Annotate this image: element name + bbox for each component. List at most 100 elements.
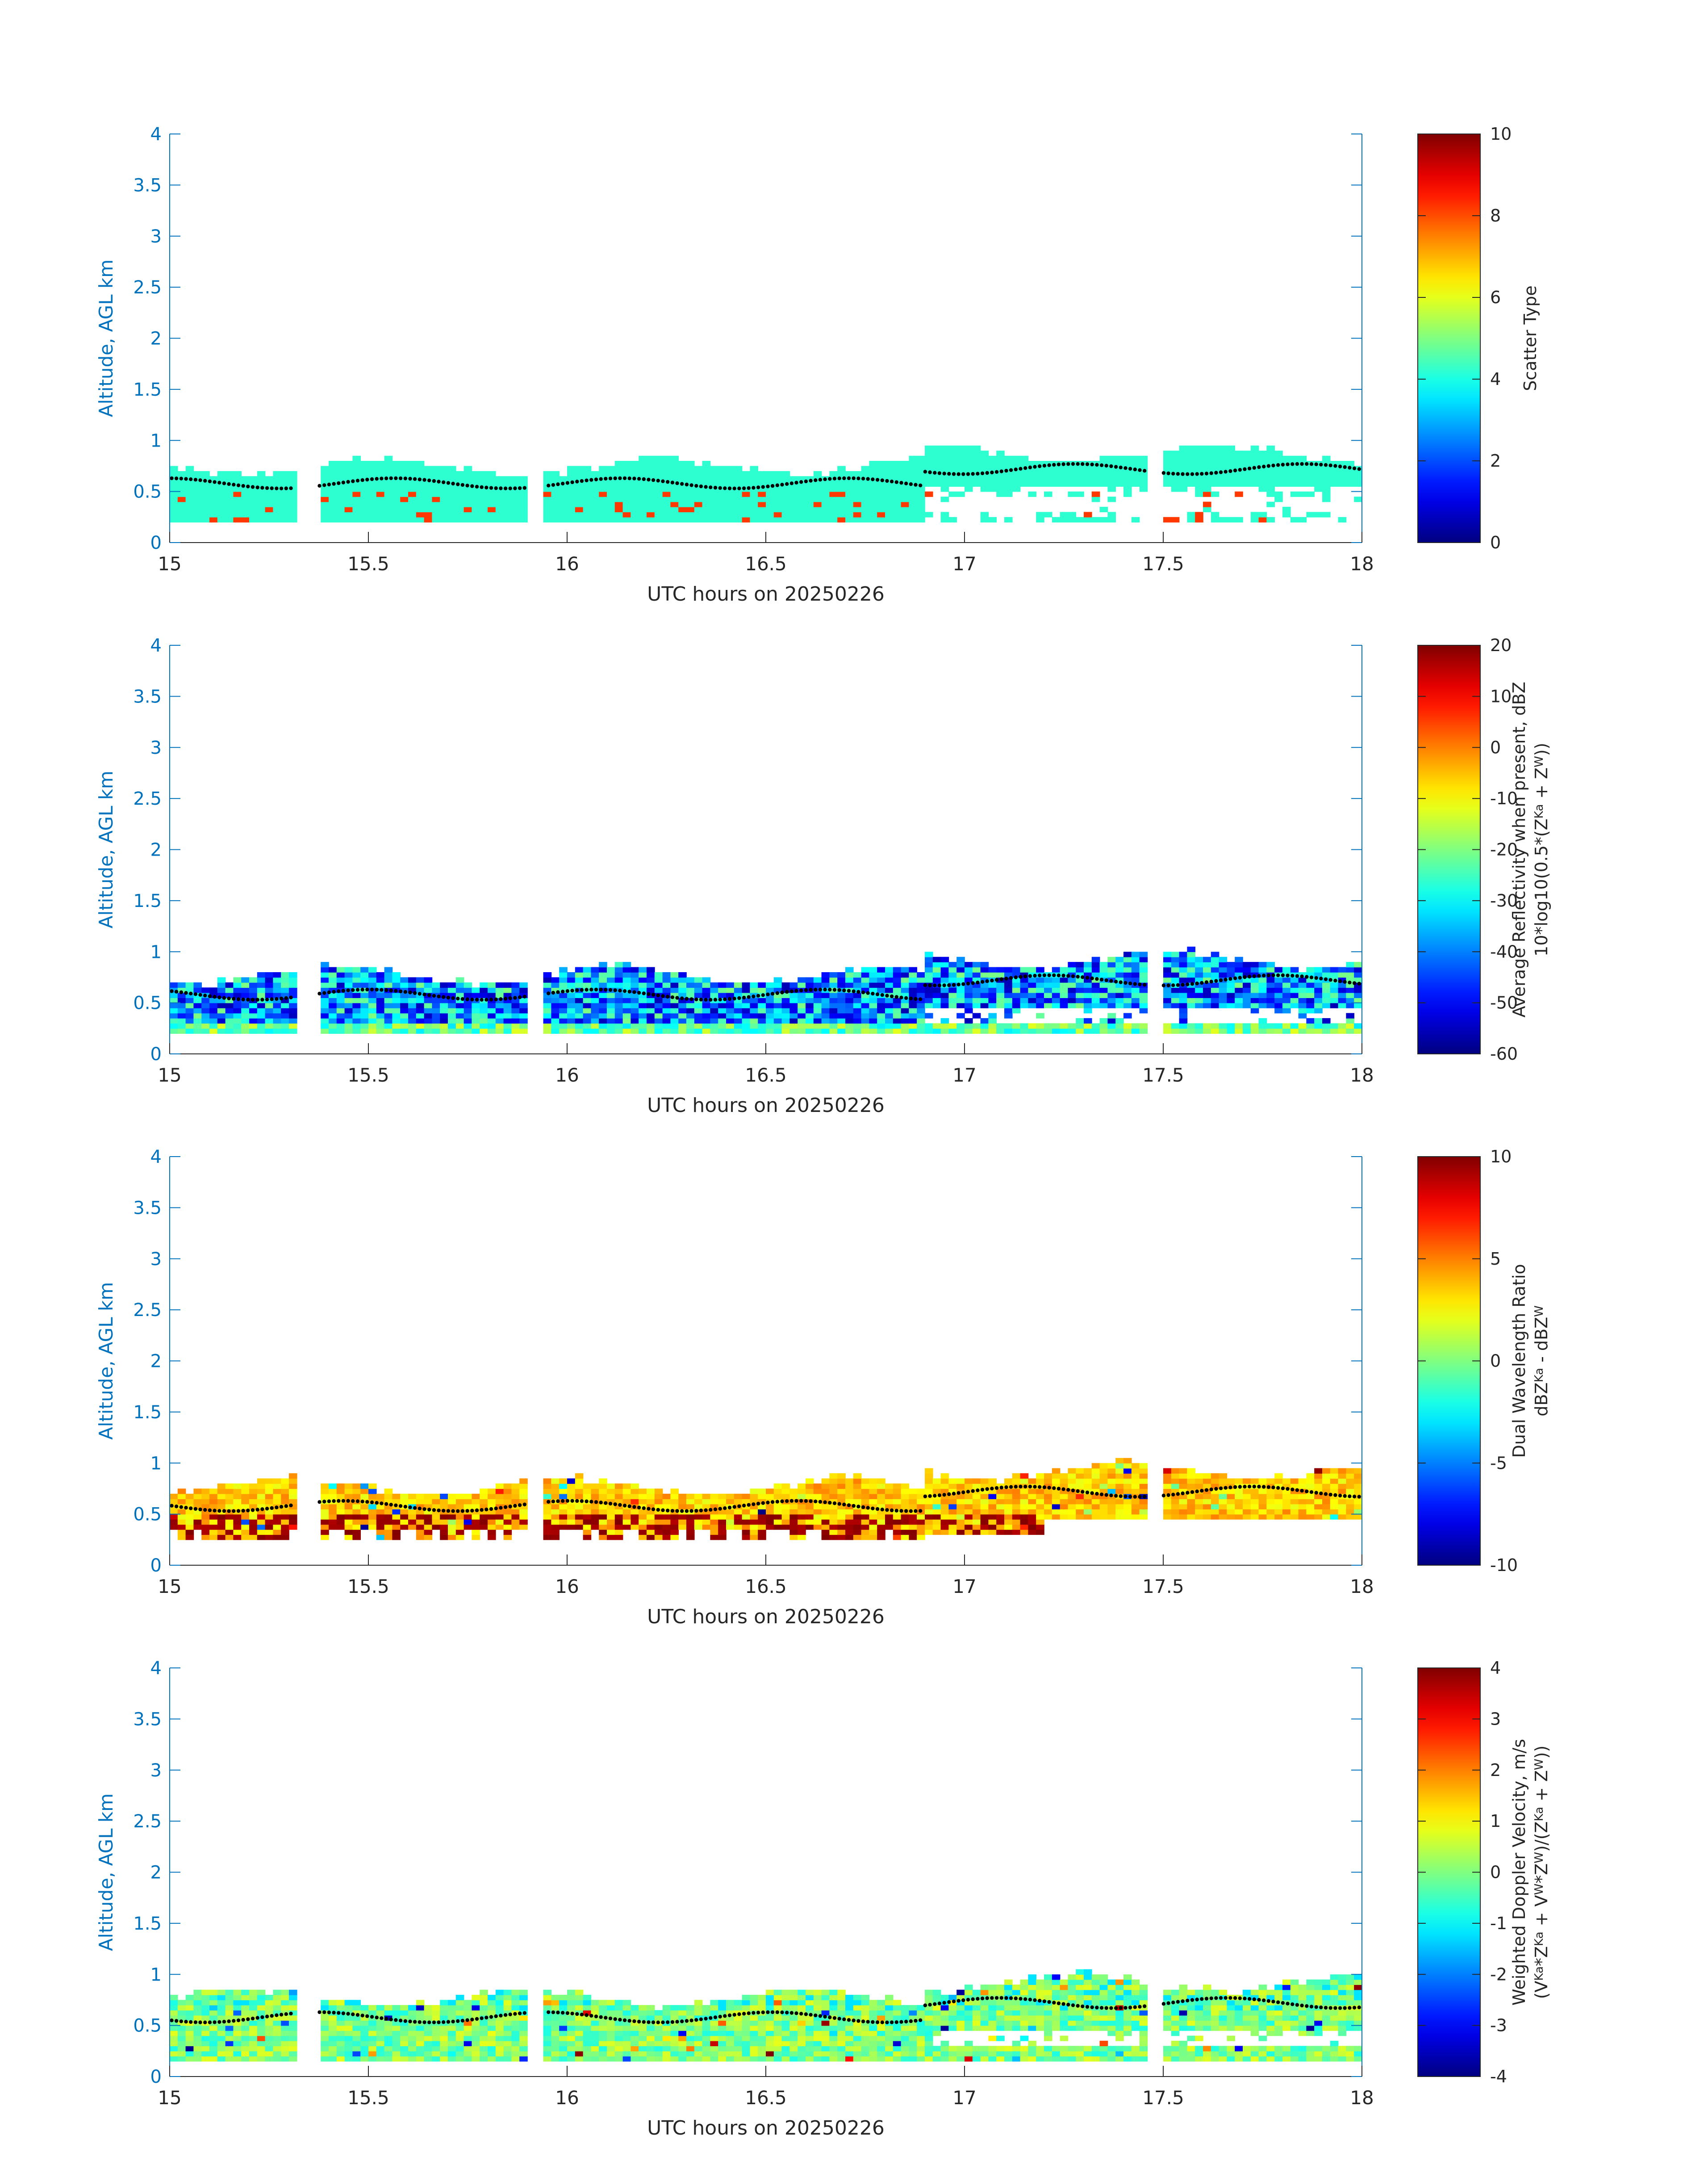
trace-point (1009, 976, 1013, 980)
trace-point (594, 987, 598, 992)
heatmap-cell (718, 517, 727, 522)
heatmap-cell (710, 1524, 718, 1530)
heatmap-cell (806, 481, 814, 487)
heatmap-cell (607, 517, 615, 522)
heatmap-cell (647, 512, 655, 518)
heatmap-cell (384, 1529, 393, 1535)
heatmap-cell (583, 967, 592, 973)
heatmap-cell (408, 1028, 417, 1034)
heatmap-cell (718, 471, 727, 477)
heatmap-cell (591, 1493, 599, 1500)
heatmap-cell (1099, 972, 1108, 978)
trace-point (775, 991, 780, 995)
heatmap-cell (1274, 998, 1283, 1003)
heatmap-cell (1044, 987, 1052, 993)
heatmap-cell (1211, 957, 1219, 962)
heatmap-cell (885, 972, 894, 978)
heatmap-cell (806, 517, 814, 522)
heatmap-cell (1068, 512, 1076, 518)
heatmap-cell (495, 1499, 504, 1504)
trace-point (1319, 977, 1323, 981)
trace-point (589, 987, 593, 992)
heatmap-cell (1290, 491, 1299, 497)
heatmap-cell (781, 1488, 790, 1494)
heatmap-cell (1131, 455, 1140, 461)
heatmap-cell (400, 1018, 409, 1024)
heatmap-cell (209, 1013, 218, 1019)
heatmap-cell (821, 977, 830, 983)
heatmap-cell (1179, 1003, 1188, 1008)
heatmap-cell (448, 1524, 456, 1530)
heatmap-cell (773, 987, 782, 993)
heatmap-cell (289, 1013, 297, 1019)
heatmap-cell (273, 1003, 281, 1008)
heatmap-cell (1314, 1018, 1323, 1024)
trace-point (432, 994, 436, 998)
heatmap-cell (789, 1028, 798, 1034)
heatmap-cell (893, 1504, 902, 1509)
heatmap-cell (440, 491, 448, 497)
heatmap-cell (185, 512, 194, 518)
heatmap-cell (869, 512, 877, 518)
heatmap-cell (798, 1013, 806, 1019)
trace-point (919, 483, 923, 488)
heatmap-cell (1211, 1493, 1219, 1500)
heatmap-cell (647, 1493, 655, 1500)
heatmap-cell (694, 987, 703, 993)
trace-point (446, 481, 451, 485)
heatmap-cell (567, 998, 576, 1003)
heatmap-cell (1195, 1499, 1203, 1504)
heatmap-cell (654, 1504, 663, 1509)
heatmap-cell (1107, 471, 1116, 477)
heatmap-cell (821, 972, 830, 978)
trace-point (990, 978, 994, 982)
heatmap-cell (1227, 987, 1235, 993)
heatmap-cell (925, 967, 933, 973)
trace-point (460, 997, 465, 1001)
heatmap-cell (853, 512, 862, 518)
trace-point (251, 485, 255, 489)
heatmap-cell (662, 1018, 671, 1024)
heatmap-cell (583, 466, 592, 472)
heatmap-cell (702, 471, 711, 477)
heatmap-cell (1211, 512, 1219, 518)
heatmap-cell (1227, 1509, 1235, 1515)
heatmap-cell (352, 1519, 361, 1525)
heatmap-cell (678, 1013, 687, 1019)
heatmap-cell (1322, 1023, 1331, 1029)
heatmap-cell (376, 1493, 385, 1500)
heatmap-cell (289, 987, 297, 993)
heatmap-cell (225, 1008, 234, 1014)
heatmap-cell (1004, 481, 1013, 487)
heatmap-cell (416, 998, 425, 1003)
heatmap-cell (925, 998, 933, 1003)
y-tick-label: 3 (150, 738, 162, 758)
heatmap-cell (289, 1493, 297, 1500)
heatmap-cell (1060, 987, 1069, 993)
heatmap-cell (1139, 952, 1148, 957)
heatmap-cell (694, 517, 703, 522)
heatmap-cell (1258, 471, 1267, 477)
heatmap-cell (1171, 992, 1180, 998)
trace-point (1057, 462, 1061, 467)
heatmap-cell (1314, 998, 1323, 1003)
heatmap-cell (1322, 972, 1331, 978)
heatmap-cell (217, 497, 226, 502)
trace-point (1328, 978, 1332, 982)
heatmap-cell (384, 497, 393, 502)
heatmap-cell (702, 1499, 711, 1504)
heatmap-cell (1322, 466, 1331, 472)
heatmap-cell (821, 992, 830, 998)
heatmap-cell (503, 501, 512, 507)
heatmap-cell (289, 491, 297, 497)
heatmap-cell (448, 982, 456, 988)
heatmap-cell (170, 491, 178, 497)
heatmap-cell (662, 998, 671, 1003)
heatmap-cell (1163, 977, 1172, 983)
trace-point (999, 977, 1003, 981)
heatmap-cell (1266, 992, 1275, 998)
heatmap-cell (1274, 1028, 1283, 1034)
heatmap-cell (678, 1003, 687, 1008)
heatmap-cell (1020, 455, 1029, 461)
heatmap-cell (209, 1519, 218, 1525)
